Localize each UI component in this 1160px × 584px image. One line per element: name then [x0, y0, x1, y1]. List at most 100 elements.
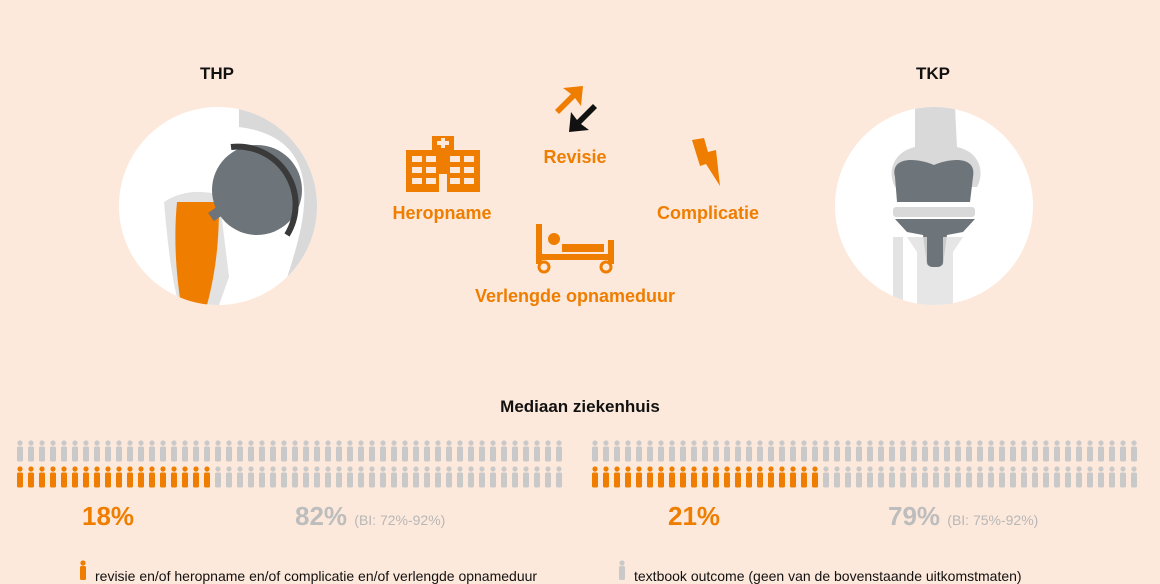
person-gray-icon [779, 440, 785, 462]
person-gray-icon [501, 440, 507, 462]
person-gray-icon [592, 440, 598, 462]
person-gray-icon [292, 466, 298, 488]
person-gray-icon [1054, 440, 1060, 462]
person-gray-icon [325, 466, 331, 488]
person-orange-icon [702, 466, 708, 488]
person-gray-icon [138, 440, 144, 462]
person-orange-icon [160, 466, 166, 488]
person-orange-icon [691, 466, 697, 488]
person-gray-icon [647, 440, 653, 462]
person-gray-icon [889, 440, 895, 462]
person-gray-icon [512, 466, 518, 488]
person-gray-icon [435, 440, 441, 462]
person-gray-icon [988, 466, 994, 488]
person-gray-icon [369, 466, 375, 488]
person-gray-icon [977, 440, 983, 462]
person-orange-icon [658, 466, 664, 488]
person-orange-icon [94, 466, 100, 488]
person-gray-icon [446, 440, 452, 462]
person-orange-icon [768, 466, 774, 488]
person-gray-icon [94, 440, 100, 462]
person-gray-icon [801, 440, 807, 462]
person-gray-icon [534, 440, 540, 462]
person-gray-icon [1032, 466, 1038, 488]
person-gray-icon [336, 440, 342, 462]
person-gray-icon [424, 466, 430, 488]
person-gray-icon [380, 466, 386, 488]
person-gray-icon [303, 440, 309, 462]
person-gray-icon [479, 440, 485, 462]
person-orange-icon [592, 466, 598, 488]
section-title: Mediaan ziekenhuis [500, 397, 660, 416]
complicatie-label: Complicatie [656, 203, 760, 223]
person-gray-icon [617, 560, 627, 580]
tkp-confidence-interval: (BI: 75%-92%) [947, 512, 1039, 528]
person-orange-icon [28, 466, 34, 488]
person-gray-icon [1076, 466, 1082, 488]
legend-gray-text: textbook outcome (geen van de bovenstaan… [634, 568, 1022, 584]
tkp-orange-percentage: 21% [668, 501, 721, 531]
person-gray-icon [988, 440, 994, 462]
person-gray-icon [889, 466, 895, 488]
person-orange-icon [39, 466, 45, 488]
person-gray-icon [834, 466, 840, 488]
person-orange-icon [17, 466, 23, 488]
person-gray-icon [1098, 466, 1104, 488]
person-gray-icon [413, 440, 419, 462]
person-gray-icon [1087, 466, 1093, 488]
person-gray-icon [911, 466, 917, 488]
person-orange-icon [614, 466, 620, 488]
person-gray-icon [977, 466, 983, 488]
person-gray-icon [1054, 466, 1060, 488]
person-gray-icon [867, 440, 873, 462]
person-gray-icon [911, 440, 917, 462]
person-gray-icon [72, 440, 78, 462]
person-gray-icon [933, 440, 939, 462]
person-gray-icon [1120, 466, 1126, 488]
person-gray-icon [1087, 440, 1093, 462]
person-gray-icon [966, 466, 972, 488]
person-gray-icon [691, 440, 697, 462]
person-gray-icon [193, 440, 199, 462]
person-gray-icon [281, 440, 287, 462]
person-orange-icon [61, 466, 67, 488]
person-gray-icon [823, 440, 829, 462]
person-orange-icon [713, 466, 719, 488]
person-gray-icon [834, 440, 840, 462]
person-gray-icon [823, 466, 829, 488]
person-gray-icon [237, 466, 243, 488]
person-gray-icon [900, 466, 906, 488]
person-gray-icon [259, 440, 265, 462]
person-gray-icon [999, 466, 1005, 488]
person-gray-icon [556, 466, 562, 488]
verlengde-opnameduur-label: Verlengde opnameduur [474, 286, 676, 306]
person-gray-icon [391, 440, 397, 462]
person-gray-icon [435, 466, 441, 488]
person-gray-icon [347, 440, 353, 462]
person-gray-icon [501, 466, 507, 488]
person-gray-icon [1010, 466, 1016, 488]
person-gray-icon [1021, 466, 1027, 488]
person-gray-icon [248, 440, 254, 462]
thp-person-grid [15, 440, 565, 492]
person-gray-icon [160, 440, 166, 462]
person-gray-icon [369, 440, 375, 462]
person-gray-icon [523, 440, 529, 462]
person-gray-icon [966, 440, 972, 462]
person-gray-icon [658, 440, 664, 462]
thp-gray-percentage-block: 82% (BI: 72%-92%) [295, 501, 445, 532]
person-gray-icon [292, 440, 298, 462]
person-gray-icon [614, 440, 620, 462]
person-orange-icon [779, 466, 785, 488]
person-orange-icon [790, 466, 796, 488]
person-gray-icon [336, 466, 342, 488]
person-gray-icon [867, 466, 873, 488]
person-orange-icon [193, 466, 199, 488]
person-gray-icon [83, 440, 89, 462]
person-orange-icon [182, 466, 188, 488]
knee-prosthesis-icon [835, 107, 1033, 305]
person-gray-icon [479, 466, 485, 488]
person-gray-icon [325, 440, 331, 462]
person-orange-icon [149, 466, 155, 488]
hip-prosthesis-icon [119, 107, 317, 305]
